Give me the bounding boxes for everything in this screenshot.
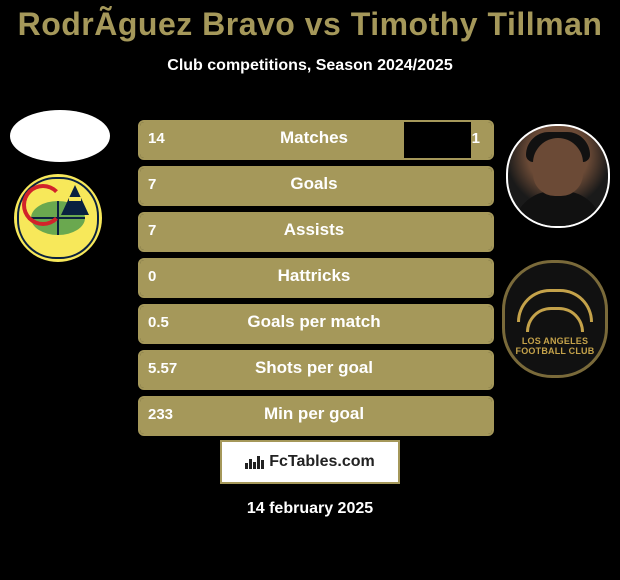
club-left-badge	[14, 174, 102, 262]
stat-row: 7Assists	[138, 212, 490, 248]
comparison-infographic: { "title": "RodrÃ­guez Bravo vs Timothy …	[0, 0, 620, 580]
bars-icon	[245, 456, 264, 469]
footer-date: 14 february 2025	[0, 500, 620, 518]
subtitle: Club competitions, Season 2024/2025	[0, 57, 620, 75]
stats-bars-region: 141Matches 7Goals 7Assists 0Hattricks 0.5Goa…	[138, 120, 490, 442]
stat-label: Goals per match	[138, 304, 490, 340]
club-right-badge: LOS ANGELES FOOTBALL CLUB	[502, 260, 608, 378]
letter-c-icon	[22, 184, 64, 226]
stat-label: Hattricks	[138, 258, 490, 294]
stat-row: 7Goals	[138, 166, 490, 202]
player-right-photo	[506, 124, 610, 228]
page-title: RodrÃ­guez Bravo vs Timothy Tillman	[0, 0, 620, 43]
stat-label: Shots per goal	[138, 350, 490, 386]
stat-row: 5.57Shots per goal	[138, 350, 490, 386]
club-left-badge-inner	[17, 177, 99, 259]
stat-label: Assists	[138, 212, 490, 248]
club-right-label-line2: FOOTBALL CLUB	[516, 346, 595, 356]
footer-brand-box: FcTables.com	[220, 440, 400, 484]
stat-row: 233Min per goal	[138, 396, 490, 432]
photo-face	[533, 138, 583, 196]
footer-brand-text: FcTables.com	[269, 453, 375, 471]
letter-a-icon	[61, 185, 89, 215]
footer-brand: FcTables.com	[245, 453, 375, 471]
player-left-photo	[10, 110, 110, 162]
stat-row: 0.5Goals per match	[138, 304, 490, 340]
stat-label: Matches	[138, 120, 490, 156]
photo-shoulders	[513, 191, 603, 228]
stat-label: Goals	[138, 166, 490, 202]
stat-label: Min per goal	[138, 396, 490, 432]
stat-row: 141Matches	[138, 120, 490, 156]
stat-row: 0Hattricks	[138, 258, 490, 294]
club-right-label: LOS ANGELES FOOTBALL CLUB	[516, 337, 595, 357]
club-right-label-line1: LOS ANGELES	[522, 336, 588, 346]
